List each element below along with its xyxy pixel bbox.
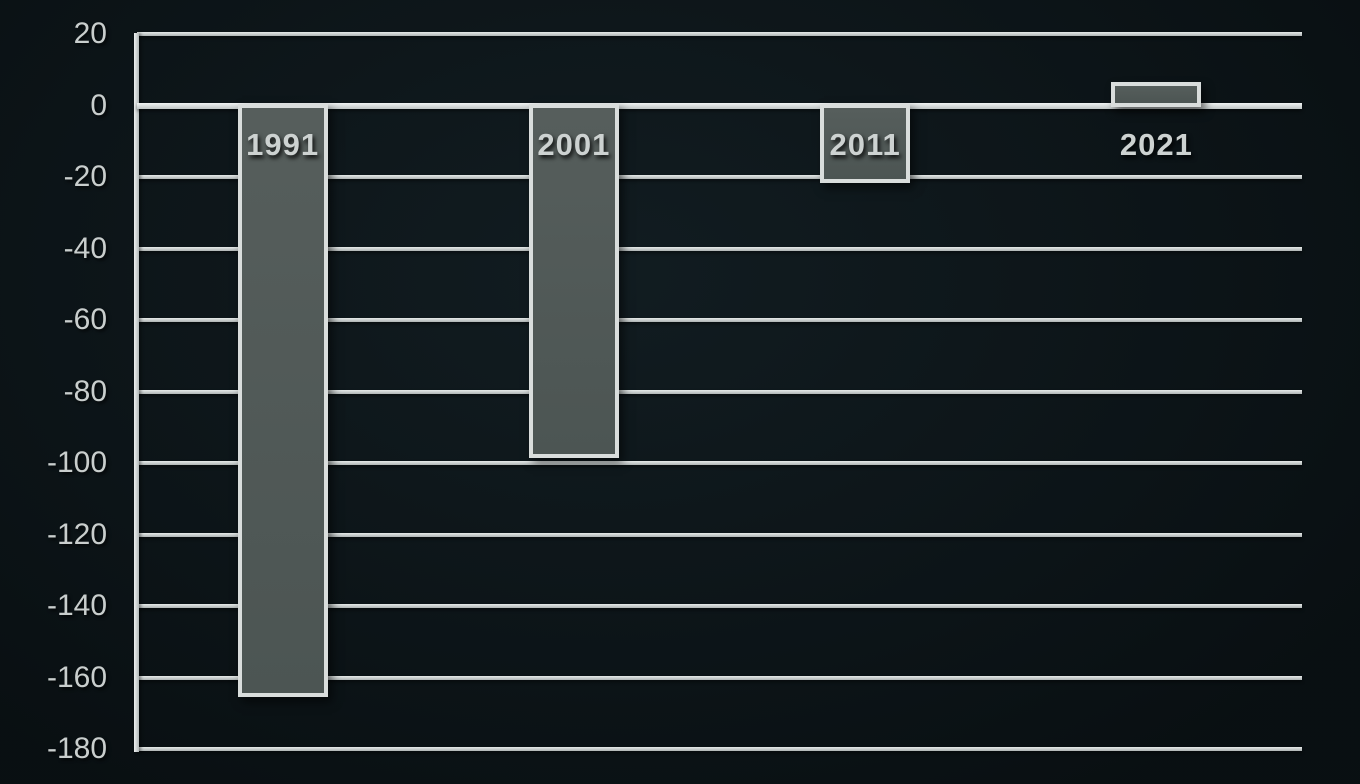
y-tick-label--60: -60 <box>63 303 107 336</box>
category-label-2021: 2021 <box>1119 127 1193 162</box>
gridline--160 <box>137 675 1302 680</box>
category-label-1991: 1991 <box>246 127 320 162</box>
y-tick-label--100: -100 <box>46 446 107 479</box>
y-tick-label--180: -180 <box>46 732 107 765</box>
y-tick-label-0: 0 <box>90 88 107 122</box>
bar-2001 <box>528 103 619 458</box>
bar-2021 <box>1111 82 1202 108</box>
bar-2011 <box>820 103 911 183</box>
y-tick-label--80: -80 <box>63 374 107 408</box>
gridline--180 <box>137 747 1302 751</box>
y-tick-label--20: -20 <box>63 160 107 193</box>
gridline--60 <box>137 318 1302 322</box>
y-tick-label--40: -40 <box>63 231 107 265</box>
bar-1991 <box>237 103 328 698</box>
category-label-2011: 2011 <box>829 127 901 162</box>
y-tick-label--140: -140 <box>46 589 107 622</box>
zero-line <box>137 102 1302 109</box>
gridline--40 <box>137 246 1302 251</box>
y-tick-label--120: -120 <box>46 517 107 551</box>
y-tick-label-20: 20 <box>73 17 107 50</box>
y-axis-line <box>134 33 139 752</box>
gridline--140 <box>137 604 1302 608</box>
gridline--100 <box>137 461 1302 465</box>
category-label-2001: 2001 <box>537 127 611 162</box>
gridline--20 <box>137 175 1302 179</box>
gridline--80 <box>137 389 1302 394</box>
gridline-20 <box>137 32 1302 36</box>
plot-area: 20 0 -20 -40 -60 -80 -100 -120 -140 -160 -180 1991 2… <box>47 17 1302 765</box>
y-tick-label--160: -160 <box>46 660 107 694</box>
gridline--120 <box>137 532 1302 537</box>
